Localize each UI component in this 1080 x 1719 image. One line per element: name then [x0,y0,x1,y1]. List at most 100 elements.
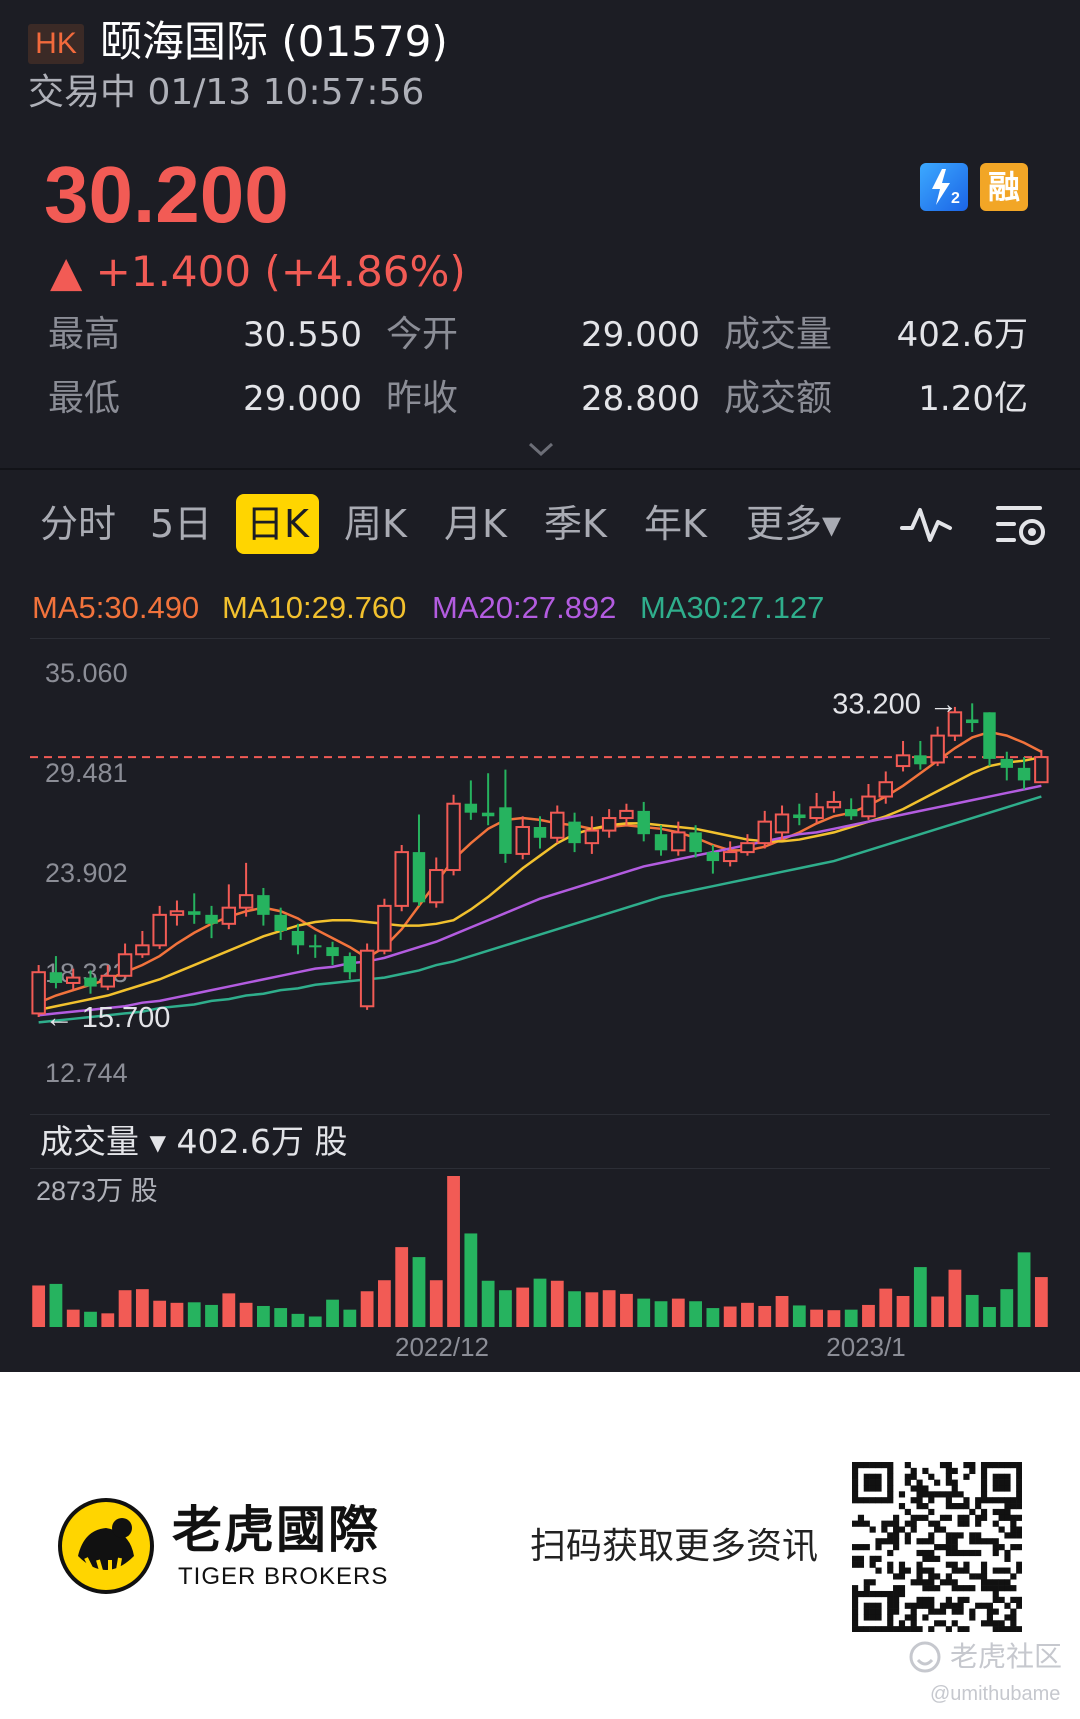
qr-module [863,1585,870,1592]
volume-max-label: 2873万 股 [36,1176,158,1206]
qr-module [869,1561,876,1568]
qr-module [951,1467,958,1475]
volume-bar-down [689,1301,702,1327]
candle-body-up [394,851,409,907]
candle-body-up [429,869,444,904]
qr-module [951,1479,958,1486]
qr-module [863,1462,870,1469]
qr-module [887,1538,894,1545]
qr-module [898,1585,906,1592]
qr-module [963,1567,970,1574]
qr-module [1010,1596,1017,1603]
qr-module [951,1532,958,1539]
qr-module [963,1497,970,1504]
qr-module [969,1508,976,1516]
qr-module [875,1538,882,1545]
qr-module [928,1555,935,1562]
pulse-line-icon[interactable] [898,500,954,550]
margin-badge[interactable]: 融 [980,163,1028,211]
qr-module [975,1520,982,1527]
qr-module [863,1590,870,1598]
qr-module [1010,1573,1017,1580]
qr-module [875,1614,882,1621]
qr-module [939,1544,947,1551]
qr-module [1016,1491,1022,1498]
qr-module [998,1626,1005,1632]
qr-module [1016,1626,1022,1632]
qr-module [1010,1503,1017,1510]
tab-more[interactable]: 更多▾ [746,502,842,546]
qr-module [945,1479,952,1486]
qr-module [904,1602,911,1609]
qr-module [969,1462,976,1469]
volume-title[interactable]: 成交量 ▾ 402.6万 股 [40,1122,348,1161]
qr-module [986,1579,993,1586]
qr-module [945,1467,952,1475]
chevron-down-icon[interactable] [526,434,556,464]
stock-detail-screen: HK 颐海国际 (01579) 交易中 01/13 10:57:56 30.20… [0,0,1080,1372]
candle-body-down [188,911,201,915]
qr-module [881,1526,888,1533]
qr-module [863,1485,870,1492]
qr-module [887,1473,894,1480]
qr-module [945,1532,952,1539]
candle-body-down [914,755,927,765]
qr-module [869,1479,876,1486]
tab-intraday[interactable]: 分时 [40,502,117,546]
chart-settings-icon[interactable] [994,500,1050,550]
volume-bar-up [447,1176,460,1327]
qr-module [928,1508,935,1516]
qr-module [951,1561,958,1568]
qr-module [887,1561,894,1568]
qr-module [969,1549,976,1557]
qr-module [957,1626,964,1632]
volume-bar-up [550,1280,564,1327]
qr-module [951,1538,958,1545]
qr-module [980,1579,988,1586]
qr-module [951,1549,958,1557]
qr-module [998,1526,1005,1533]
qr-module [922,1538,929,1545]
qr-module [986,1538,993,1545]
qr-module [887,1485,894,1492]
volume-bar-up [429,1280,443,1327]
tab-quarterly-k[interactable]: 季K [544,502,607,546]
volume-chart[interactable]: 2873万 股 2022/12 2023/1 [0,1170,1080,1360]
scan-prompt: 扫码获取更多资讯 [530,1526,819,1567]
tab-yearly-k[interactable]: 年K [644,502,707,546]
qr-module [980,1585,988,1592]
qr-module [945,1561,952,1568]
ma20-label: MA20:27.892 [432,590,617,625]
tab-5day[interactable]: 5日 [150,502,213,546]
volume-bar-up [101,1313,115,1327]
tab-weekly-k[interactable]: 周K [344,502,407,546]
qr-module [863,1626,870,1632]
tab-daily-k[interactable]: 日K [236,494,319,554]
ma5-label: MA5:30.490 [32,590,200,625]
qr-module [945,1503,952,1510]
qr-module [957,1602,964,1609]
qr-module [887,1549,894,1557]
qr-module [922,1614,929,1621]
qr-module [1004,1514,1011,1521]
qr-module [963,1585,970,1592]
qr-module [857,1555,865,1562]
qr-code[interactable] [852,1462,1022,1632]
tab-monthly-k[interactable]: 月K [444,502,507,546]
qr-module [1010,1532,1017,1539]
stat-turnover-value: 1.20亿 [918,379,1028,419]
qr-module [939,1620,947,1627]
qr-module [852,1614,859,1621]
qr-module [963,1473,970,1480]
level2-icon[interactable]: 2 [920,163,968,211]
stat-volume-label: 成交量 [724,314,833,355]
qr-module [887,1532,894,1539]
qr-module [857,1626,865,1632]
qr-module [951,1602,958,1609]
candle-body-down [84,977,97,987]
qr-module [887,1626,894,1632]
candle-body-up [861,795,876,818]
qr-module [1004,1602,1011,1609]
qr-module [922,1567,929,1574]
